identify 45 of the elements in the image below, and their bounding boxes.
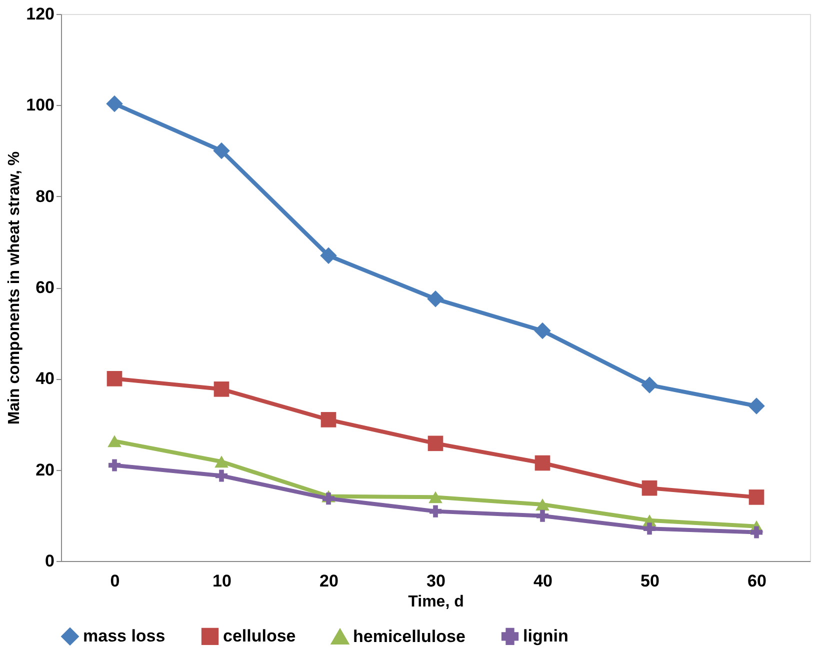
point [748, 490, 764, 505]
y-tick-label: 0 [45, 552, 54, 570]
legend-label: hemicellulose [353, 626, 466, 646]
y-tick-label: 80 [36, 186, 54, 206]
legend-label: cellulose [223, 626, 296, 646]
x-tick-label: 50 [640, 572, 660, 590]
point [213, 142, 230, 160]
point [427, 290, 444, 308]
point [108, 435, 122, 448]
point [214, 381, 230, 397]
x-tick-label: 40 [534, 572, 552, 590]
point [643, 522, 656, 535]
point [214, 456, 228, 468]
point [536, 510, 549, 522]
y-tick-label: 20 [36, 460, 54, 480]
point [215, 470, 228, 482]
point [642, 480, 658, 496]
point [641, 376, 658, 394]
point [536, 498, 550, 510]
y-tick-label: 120 [26, 4, 54, 24]
y-tick-label: 100 [26, 96, 54, 115]
point [428, 491, 442, 504]
point [428, 436, 444, 452]
y-axis-title: Main components in wheat straw, % [6, 151, 24, 425]
point [534, 455, 550, 471]
x-tick-label: 20 [320, 572, 338, 590]
point [106, 371, 122, 386]
point [748, 398, 765, 414]
point [429, 505, 442, 518]
x-tick-label: 30 [426, 572, 446, 590]
point [750, 526, 763, 538]
y-tick-label: 40 [36, 369, 54, 388]
legend-label: mass loss [83, 626, 166, 646]
point [106, 95, 123, 112]
point [108, 459, 121, 472]
x-tick-label: 0 [110, 572, 120, 590]
point [320, 247, 337, 264]
x-tick-label: 10 [212, 572, 232, 590]
x-tick-label: 60 [748, 572, 766, 590]
legend-label: lignin [523, 626, 568, 646]
y-tick-label: 60 [36, 278, 54, 297]
point [320, 412, 336, 428]
x-axis-title: Time, d [408, 594, 464, 610]
point [534, 322, 551, 340]
point [322, 492, 335, 505]
